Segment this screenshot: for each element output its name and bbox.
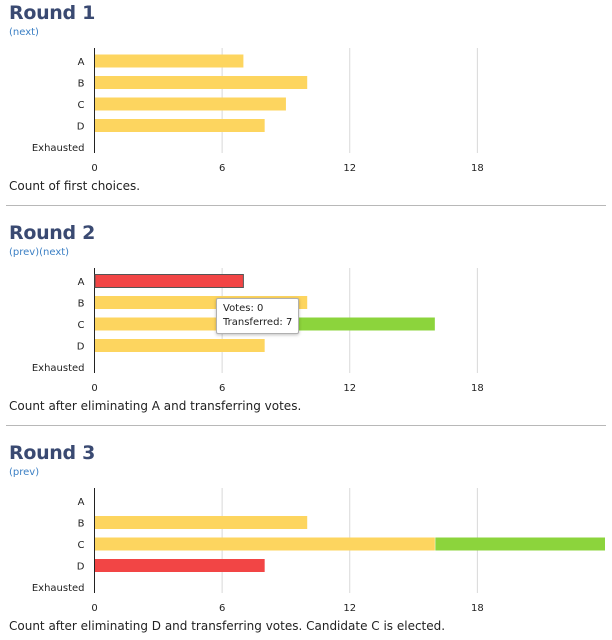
category-label: C (78, 100, 85, 111)
prev-link[interactable]: (prev) (9, 247, 40, 258)
prev-link[interactable]: (prev) (9, 467, 40, 478)
x-tick-label: 6 (219, 603, 225, 614)
x-tick-label: 0 (91, 383, 97, 394)
x-tick-label: 12 (343, 603, 356, 614)
x-tick-label: 12 (343, 383, 356, 394)
x-tick-label: 6 (219, 163, 225, 174)
category-label: Exhausted (32, 583, 85, 594)
x-tick-label: 18 (471, 603, 484, 614)
bar[interactable] (95, 537, 435, 551)
round-nav: (next) (9, 27, 39, 38)
round-caption: Count after eliminating D and transferri… (9, 619, 446, 633)
bar[interactable] (286, 317, 435, 331)
bar-tooltip: Votes: 0 Transferred: 7 (216, 298, 300, 334)
round-title: Round 2 (9, 222, 96, 244)
category-label: A (78, 277, 85, 288)
round-title: Round 3 (9, 442, 96, 464)
section-divider (6, 205, 606, 206)
x-tick-label: 12 (343, 163, 356, 174)
round-nav: (prev)(next) (9, 247, 69, 258)
bar[interactable] (95, 76, 308, 89)
bar[interactable] (95, 559, 265, 572)
category-label: C (78, 320, 85, 331)
round-2: Round 2 (prev)(next) 0 6 12 18 A B C D Exhausted… (0, 222, 612, 427)
category-label: A (78, 57, 85, 68)
bar[interactable] (95, 339, 265, 352)
next-link[interactable]: (next) (9, 27, 39, 38)
bar[interactable] (95, 54, 244, 68)
x-tick-label: 0 (91, 603, 97, 614)
bar[interactable] (95, 97, 286, 111)
bar[interactable] (435, 537, 605, 551)
x-tick-label: 18 (471, 163, 484, 174)
category-label: D (77, 122, 85, 133)
bar[interactable] (95, 516, 308, 529)
round-caption: Count of first choices. (9, 179, 141, 193)
bar[interactable] (95, 119, 265, 132)
tooltip-transferred: Transferred: 7 (223, 317, 293, 328)
next-link[interactable]: (next) (39, 247, 70, 258)
tooltip-votes: Votes: 0 (223, 303, 264, 314)
round-nav: (prev) (9, 467, 39, 478)
category-label: D (77, 342, 85, 353)
round-title: Round 1 (9, 2, 96, 24)
category-label: C (78, 540, 85, 551)
x-tick-label: 6 (219, 383, 225, 394)
bar[interactable] (94, 274, 244, 288)
round-1: Round 1 (next) 0 6 12 18 A B C D Exhausted Count… (0, 2, 612, 207)
category-label: Exhausted (32, 363, 85, 374)
category-label: B (78, 519, 85, 530)
x-tick-label: 0 (91, 163, 97, 174)
section-divider (6, 425, 606, 426)
round-caption: Count after eliminating A and transferri… (9, 399, 302, 413)
category-label: A (78, 497, 85, 508)
category-label: B (78, 79, 85, 90)
x-tick-label: 18 (471, 383, 484, 394)
category-label: D (77, 562, 85, 573)
category-label: B (78, 299, 85, 310)
category-label: Exhausted (32, 143, 85, 154)
round-3: Round 3 (prev) 0 6 12 18 A B C D Exhausted Count… (0, 442, 612, 640)
